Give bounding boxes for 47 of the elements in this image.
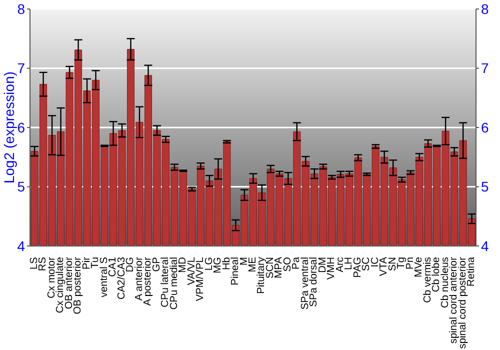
x-tick-label: Arc xyxy=(334,257,346,272)
y2-tick-label: 6 xyxy=(481,119,489,136)
x-tick-label: Pineal xyxy=(230,257,242,286)
x-tick-label: OB anterior xyxy=(64,256,75,310)
x-tick-label: Pa xyxy=(291,256,302,270)
x-tick-label: Retina xyxy=(466,256,478,286)
x-tick-label: GP xyxy=(151,256,162,272)
y2-tick-label: 8 xyxy=(481,0,489,17)
x-tick-label: Hb xyxy=(221,256,232,270)
y2-tick-label: 4 xyxy=(481,238,489,254)
x-tick-label: MVe xyxy=(414,256,425,278)
x-tick-label: LG xyxy=(204,256,215,271)
x-tick-label: ventral S xyxy=(98,256,110,298)
x-tick-label: A posterior xyxy=(142,256,154,306)
y-tick-label: 7 xyxy=(17,60,26,76)
x-tick-label: DG xyxy=(125,256,136,272)
x-tick-label: Cb lobe xyxy=(431,256,442,292)
x-tick-label: Pituitary xyxy=(256,256,268,294)
y-axis-title: Log2 (expression) xyxy=(0,71,17,184)
y-tick-label: 5 xyxy=(17,178,26,195)
y-tick-label: 6 xyxy=(17,119,26,136)
y2-tick-label: 5 xyxy=(481,178,489,195)
x-tick-label: OB posterior xyxy=(72,256,84,314)
x-tick-label: Cx cingulate xyxy=(55,256,66,314)
x-tick-label: VMH xyxy=(326,257,338,280)
x-tick-label: M xyxy=(238,257,250,266)
x-tick-label: SC xyxy=(361,257,372,272)
x-tick-label: Cb nucleus xyxy=(440,257,451,308)
x-tick-label: ME xyxy=(248,256,258,272)
x-tick-label: Pn xyxy=(404,257,416,270)
x-tick-label: Pir xyxy=(81,256,92,270)
x-tick-label: CPu medial xyxy=(168,257,180,310)
x-tick-label: DM xyxy=(317,257,328,273)
y2-tick-label: 7 xyxy=(481,60,489,76)
x-tick-label: SPa dorsal xyxy=(308,257,320,307)
x-tick-label: PAG xyxy=(352,256,364,278)
x-tick-label: IC xyxy=(370,257,381,268)
x-tick-label: SO xyxy=(282,256,294,272)
x-tick-label: spinal cord anterior xyxy=(448,256,460,344)
y-tick-label: 8 xyxy=(17,0,26,17)
x-tick-label: SN xyxy=(387,257,398,272)
y-tick-label: 4 xyxy=(17,238,26,254)
x-tick-label: RS xyxy=(38,256,49,272)
x-tick-label: Tg xyxy=(396,256,408,269)
x-tick-label: A anterior xyxy=(134,256,145,301)
x-tick-label: spinal cord posterior xyxy=(457,256,468,349)
x-tick-label: SCN xyxy=(264,257,276,279)
